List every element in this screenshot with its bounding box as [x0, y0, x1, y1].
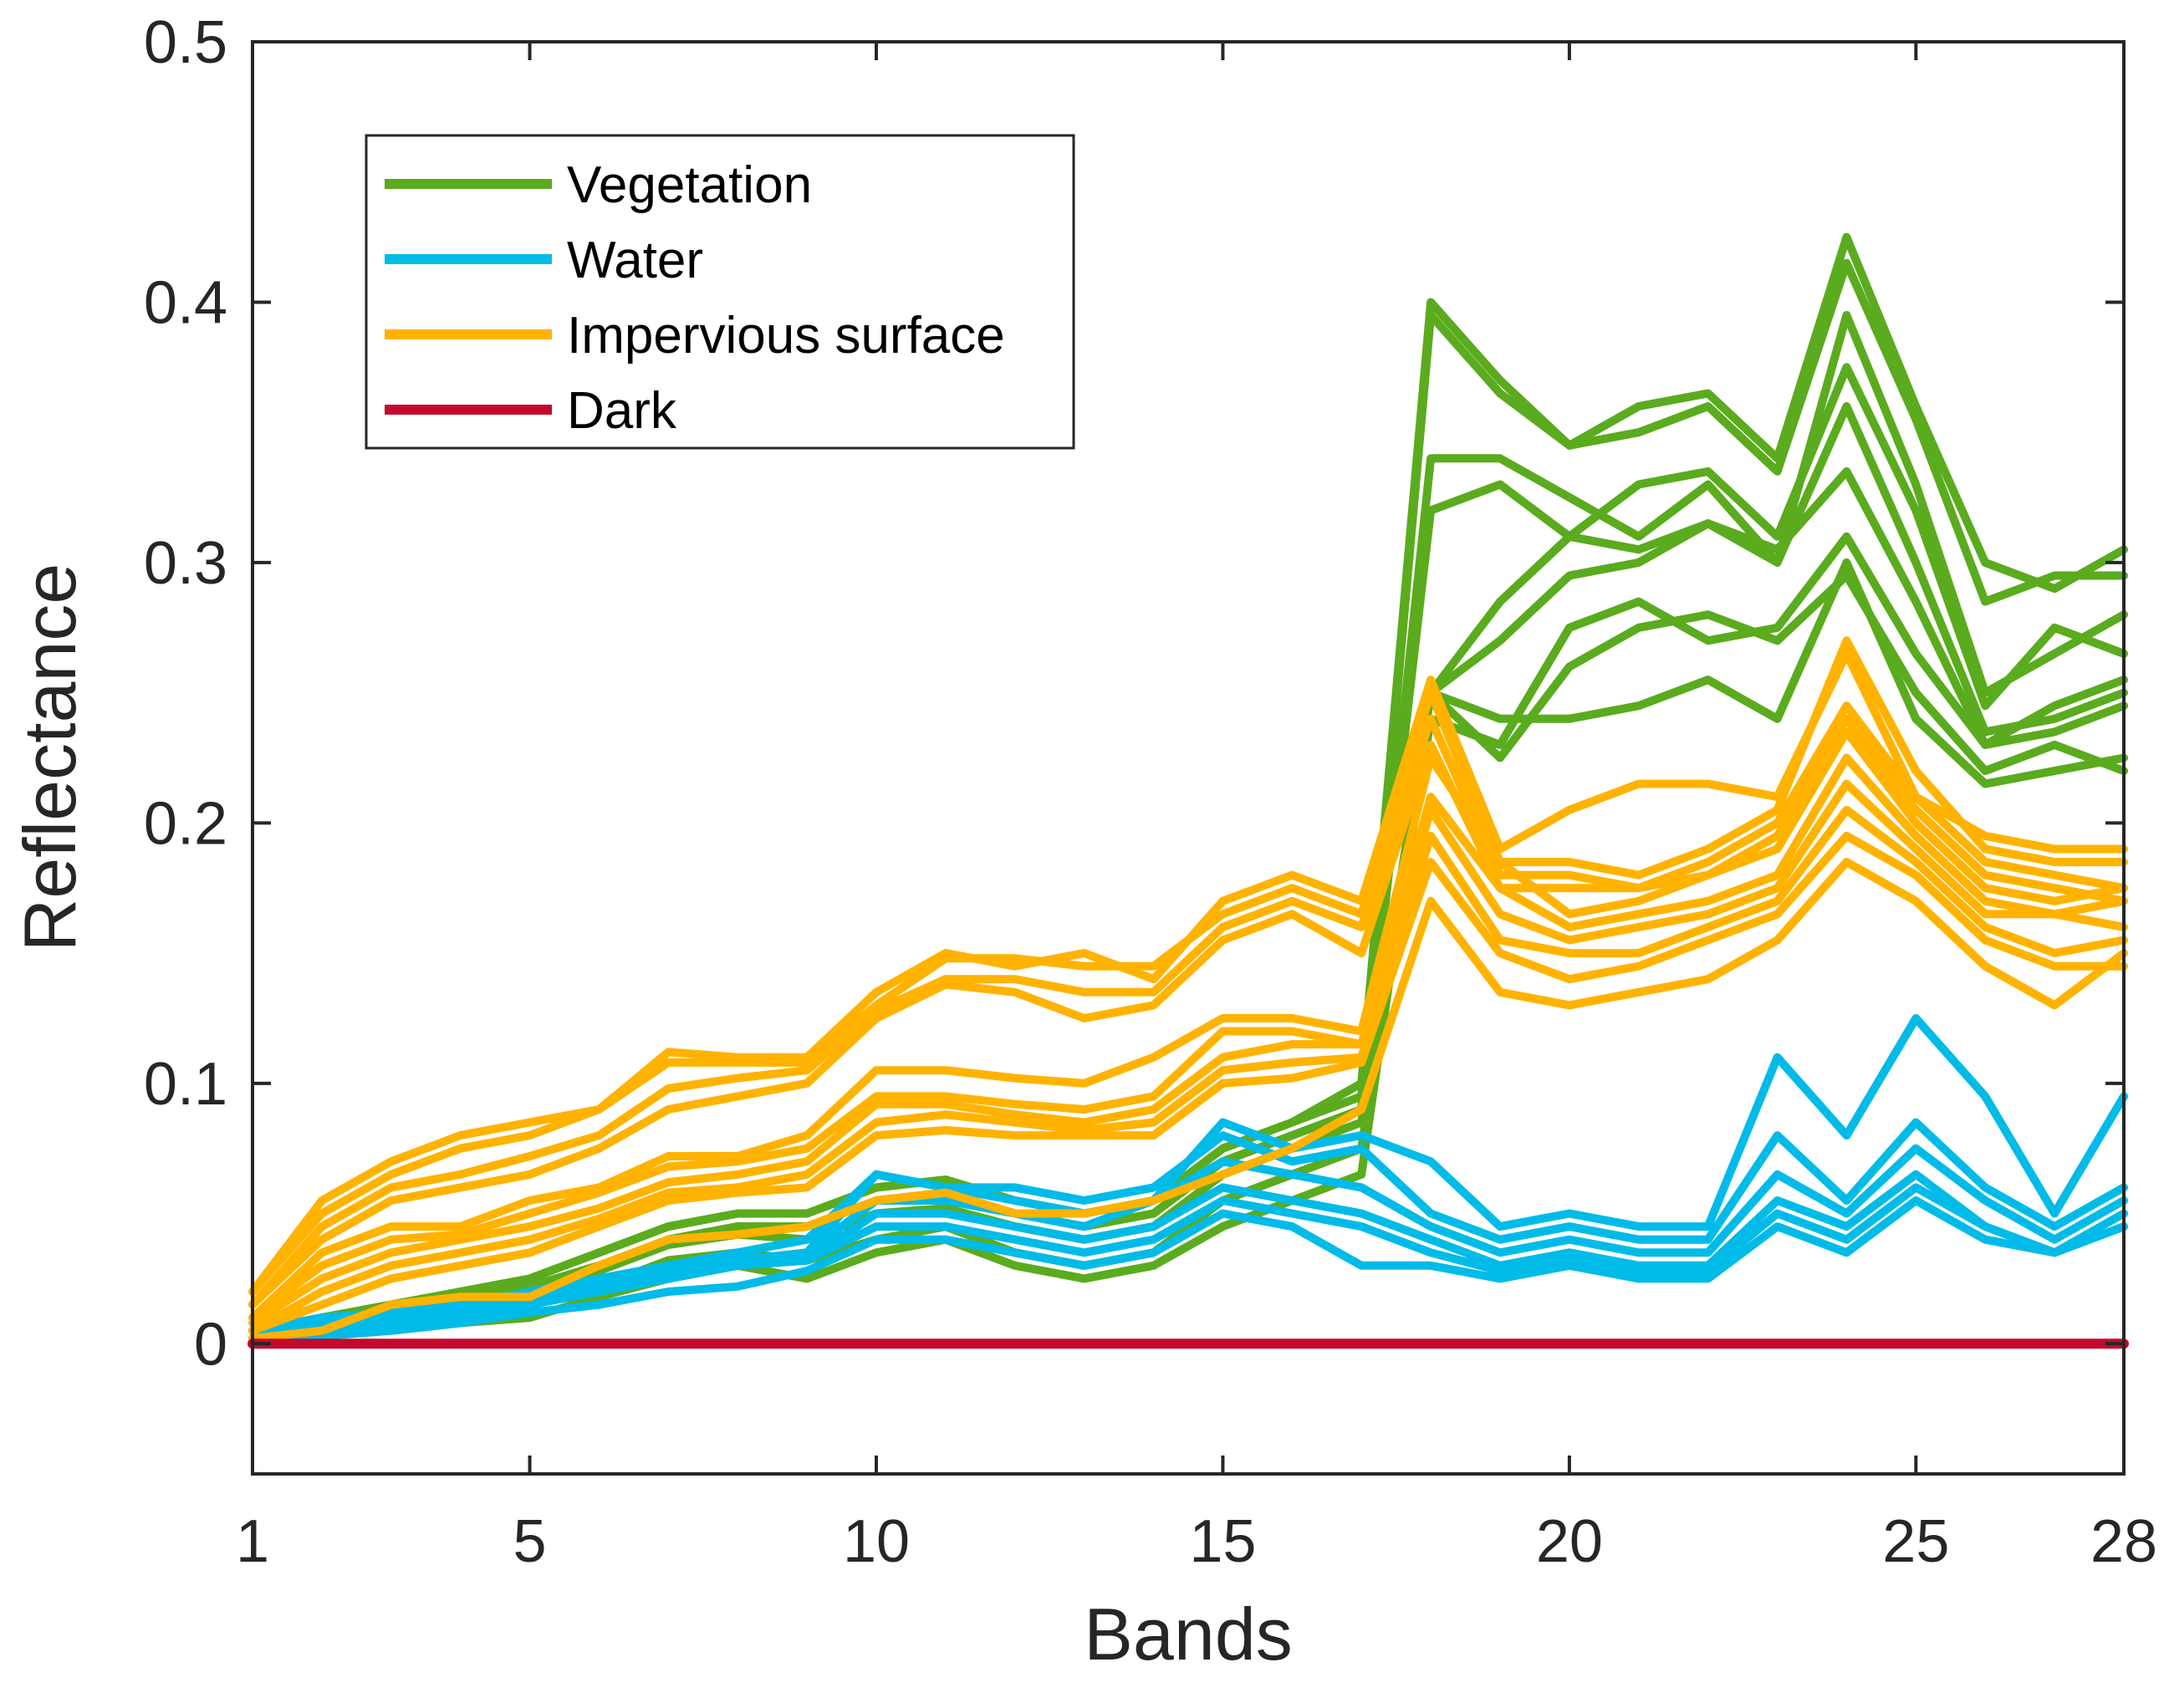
- y-tick-label: 0.3: [144, 530, 227, 597]
- y-tick-label: 0.1: [144, 1051, 227, 1118]
- series-line-impervious-surface-7: [248, 779, 2128, 1328]
- y-axis-title: Reflectance: [8, 563, 91, 952]
- series-line-impervious-surface-8: [248, 805, 2128, 1335]
- x-tick-label: 5: [513, 1508, 547, 1575]
- y-tick-label: 0: [194, 1311, 227, 1378]
- x-tick-label: 10: [843, 1508, 910, 1575]
- x-tick-label: 1: [236, 1508, 269, 1575]
- series-line-impervious-surface-5: [248, 727, 2128, 1323]
- series-group-water: [248, 1014, 2128, 1349]
- series-line-impervious-surface-10: [248, 858, 2128, 1343]
- series-line-impervious-surface-6: [248, 753, 2128, 1323]
- y-tick-label: 0.2: [144, 790, 227, 857]
- series-line-water-6: [248, 1196, 2128, 1349]
- x-tick-label: 15: [1189, 1508, 1256, 1575]
- x-tick-label: 20: [1536, 1508, 1603, 1575]
- legend: Vegetation Water Impervious surface Dark: [365, 134, 1075, 450]
- series-line-vegetation-2: [248, 258, 2128, 1335]
- series-line-water-3: [248, 1144, 2128, 1343]
- x-tick-label: 25: [1882, 1508, 1949, 1575]
- y-tick-label: 0.5: [144, 9, 227, 76]
- series-layer: [248, 232, 2129, 1349]
- series-line-impervious-surface-4: [248, 714, 2128, 1309]
- x-tick-label: 28: [2090, 1508, 2157, 1575]
- legend-label-water: Water: [567, 232, 703, 289]
- series-line-water-5: [248, 1183, 2128, 1343]
- legend-label-dark: Dark: [567, 382, 677, 440]
- y-tick-label: 0.4: [144, 269, 227, 336]
- series-line-impervious-surface-2: [248, 636, 2128, 1296]
- series-line-impervious-surface-3: [248, 701, 2128, 1309]
- x-axis-title: Bands: [1084, 1593, 1293, 1675]
- legend-label-impervious-surface: Impervious surface: [567, 307, 1005, 365]
- series-line-impervious-surface-9: [248, 831, 2128, 1335]
- legend-label-vegetation: Vegetation: [567, 156, 812, 214]
- series-group-impervious-surface: [248, 636, 2128, 1343]
- plot-area-frame: [251, 40, 2126, 1476]
